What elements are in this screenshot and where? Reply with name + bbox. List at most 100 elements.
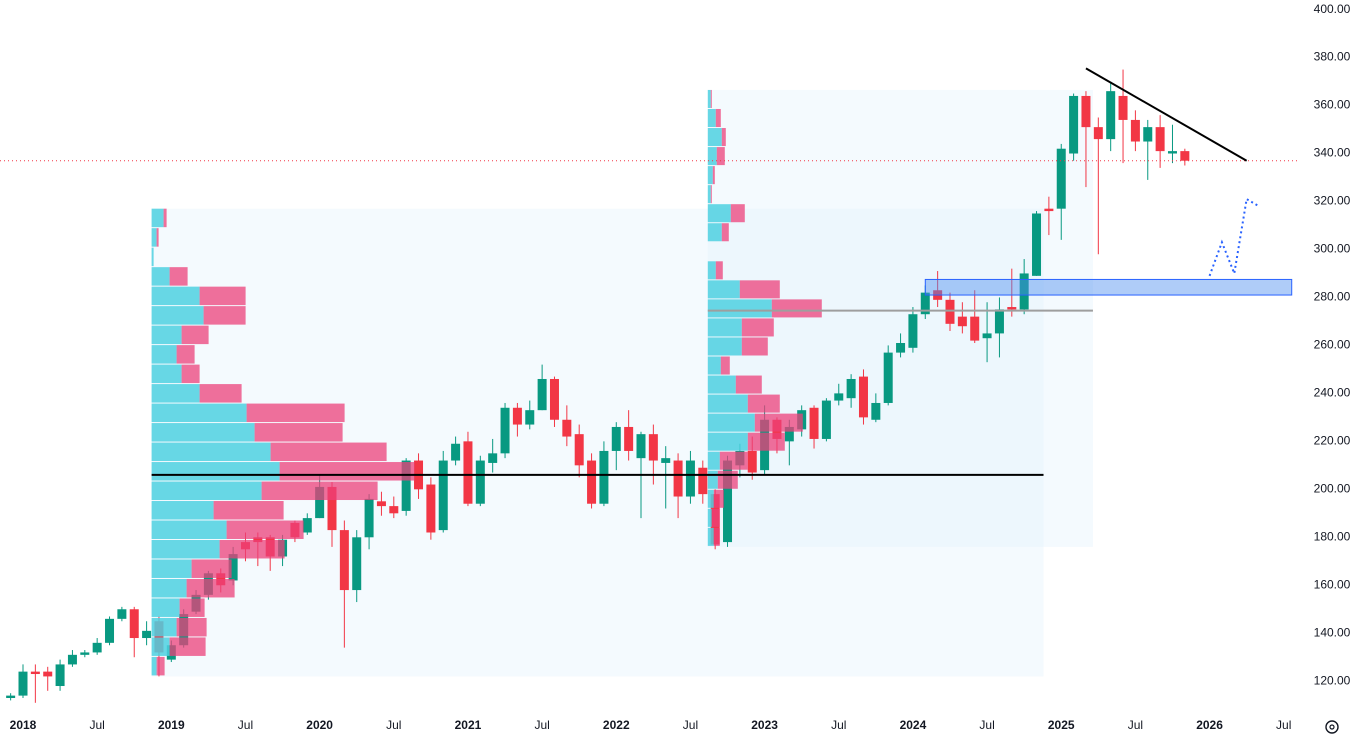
profile-up [707,299,772,318]
profile-up [151,637,170,656]
candle-body [624,426,634,451]
profile-up [151,345,177,364]
x-tick-label: Jul [683,718,698,732]
candle-body [957,316,967,327]
y-tick-label: 340.00 [1314,146,1351,160]
profile-up [151,559,192,578]
profile-up [707,185,711,204]
profile-up [707,280,740,299]
profile-down [719,451,748,470]
candle-body [500,407,510,454]
candle-body [920,292,930,315]
candle-body [6,695,16,699]
candle-body [871,402,881,420]
profile-up [151,617,177,637]
profile-down [711,508,720,527]
profile-up [151,462,280,481]
candle-body [809,407,819,439]
candle-body [228,554,238,581]
x-tick-label: 2025 [1048,718,1075,732]
profile-down [754,413,803,432]
profile-down [741,318,774,337]
settings-ring [1325,720,1339,734]
candle-body [451,443,461,461]
profile-down [720,356,730,375]
candle-body [364,498,374,538]
profile-up [151,403,247,423]
candle-body [1155,127,1165,152]
candle-body [376,501,386,507]
trendline [1085,67,1248,162]
candle-body [1167,151,1177,154]
profile-up [707,508,712,527]
candle-body [636,434,646,459]
candle-body [821,400,831,439]
candle-body [1081,95,1091,128]
candle-body [30,671,40,675]
profile-up [151,501,214,520]
profile-down [213,501,284,520]
profile-down [713,527,720,546]
profile-layer [151,89,822,676]
candle-body [142,630,152,639]
profile-up [707,489,714,508]
profile-up [151,306,204,325]
x-tick-label: 2019 [158,718,185,732]
profile-up [707,89,711,108]
profile-down [771,299,822,318]
profile-up [707,204,731,223]
candle-body [339,530,349,591]
y-tick-label: 380.00 [1314,50,1351,64]
profile-down [747,432,785,451]
profile-down [712,166,715,185]
candle-body [1130,119,1140,142]
candle-body [92,642,102,653]
candle-body [908,314,918,348]
profile-down [730,204,745,223]
bg-layer [151,89,1093,677]
candle-body [401,460,411,511]
candle-body [315,486,325,519]
profile-down [169,637,206,656]
x-tick-label: Jul [238,718,253,732]
x-tick-label: 2024 [900,718,927,732]
x-tick-label: Jul [979,718,994,732]
candle-body [327,486,337,531]
y-tick-label: 280.00 [1314,290,1351,304]
candle-body [698,467,708,495]
settings-icon[interactable] [1325,720,1339,734]
x-tick-label: Jul [1128,718,1143,732]
profile-up [151,481,262,501]
profile-up [151,520,227,539]
profile-down [191,559,232,578]
x-tick-label: Jul [89,718,104,732]
profile-down [721,223,729,242]
profile-down [199,384,242,403]
candle-body [834,393,844,401]
profile-up [151,539,220,559]
candle-body [1019,273,1029,310]
candle-body [896,343,906,353]
profile-down [179,598,205,617]
profile-down [199,286,246,306]
y-tick-label: 160.00 [1314,577,1351,591]
profile-down [246,403,345,423]
candle-body [784,426,794,442]
profile-up [707,356,721,375]
x-tick-label: Jul [386,718,401,732]
profile-up [707,108,716,128]
y-tick-label: 220.00 [1314,434,1351,448]
candle-body [1056,148,1066,209]
profile-up [151,598,180,617]
profile-up [707,147,717,166]
profile-up [707,394,748,413]
profile-up [707,223,722,242]
candle-body [488,453,498,463]
candle-body [1180,151,1190,161]
profile-up [707,261,716,280]
candle-body [661,458,671,463]
candle-body [1032,213,1042,276]
y-tick-label: 300.00 [1314,242,1351,256]
